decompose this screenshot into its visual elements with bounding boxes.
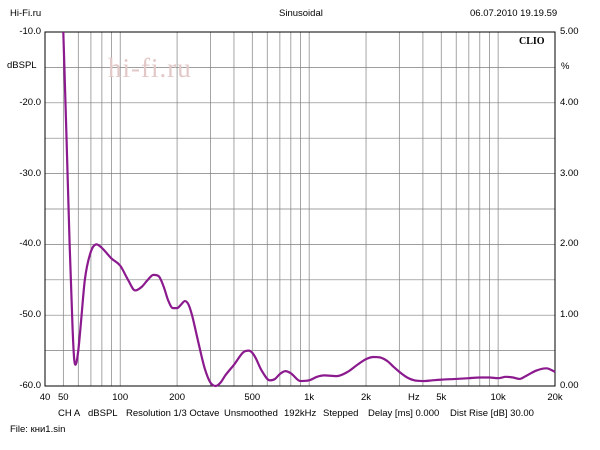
y-left-tick-label: -50.0 (19, 309, 41, 321)
x-tick-label: 10k (490, 392, 506, 403)
clio-logo: CLIO (519, 36, 545, 47)
header-title: Sinusoidal (279, 8, 323, 19)
x-tick-label: 1k (304, 392, 315, 403)
x-tick-label: 500 (244, 392, 261, 403)
y-left-label: dBSPL (7, 60, 37, 71)
y-right-label: % (561, 61, 570, 72)
y-right-tick-label: 0.00 (560, 380, 579, 391)
grid (45, 32, 555, 386)
footer-smoothing: Unsmoothed (224, 408, 278, 419)
footer-mode: Stepped (323, 408, 359, 419)
y-left-tick-label: -10.0 (19, 26, 41, 37)
y-left-tick-label: -60.0 (19, 380, 41, 391)
y-right-tick-label: 3.00 (560, 167, 579, 179)
footer-rate: 192kHz (284, 408, 317, 419)
y-left-tick-label: -30.0 (19, 167, 41, 179)
plot-frame (44, 31, 556, 387)
y-left-tick-label: -40.0 (19, 238, 41, 250)
y-left-tick-label: -20.0 (19, 96, 41, 108)
y-right-tick-label: 1.00 (560, 309, 579, 321)
footer-delay: Delay [ms] 0.000 (368, 408, 440, 419)
footer-file: File: кни1.sin (10, 424, 66, 435)
x-tick-label: 200 (169, 392, 185, 403)
x-tick-label: 5k (436, 392, 447, 403)
watermark: hi-fi.ru (108, 53, 192, 83)
header-source: Hi-Fi.ru (10, 8, 42, 19)
distortion-curve (62, 31, 556, 388)
footer-resolution: Resolution 1/3 Octave (126, 408, 220, 419)
y-right-tick-label: 4.00 (560, 96, 579, 108)
x-tick-label: 50 (58, 392, 69, 403)
footer-unit: dBSPL (88, 408, 118, 419)
y-right-tick-label: 5.00 (560, 26, 579, 37)
footer-channel: CH A (58, 408, 81, 419)
y-right-tick-label: 2.00 (560, 238, 579, 250)
header-timestamp: 06.07.2010 19.19.59 (470, 8, 558, 19)
x-unit-label: Hz (408, 392, 420, 403)
x-tick-label: 40 (39, 392, 51, 403)
x-tick-label: 20k (547, 392, 563, 403)
footer-dist-rise: Dist Rise [dB] 30.00 (450, 408, 534, 419)
x-tick-label: 100 (112, 392, 129, 403)
x-tick-label: 2k (361, 392, 372, 403)
